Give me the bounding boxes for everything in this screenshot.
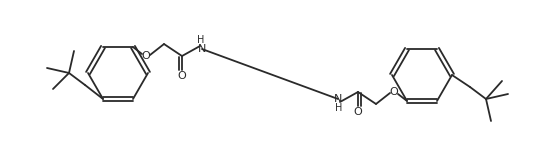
Text: H: H [335,103,343,113]
Text: N: N [198,44,206,54]
Text: O: O [353,107,362,117]
Text: H: H [197,35,205,45]
Text: O: O [390,87,398,97]
Text: O: O [178,71,186,81]
Text: N: N [334,94,342,104]
Text: O: O [142,51,151,61]
